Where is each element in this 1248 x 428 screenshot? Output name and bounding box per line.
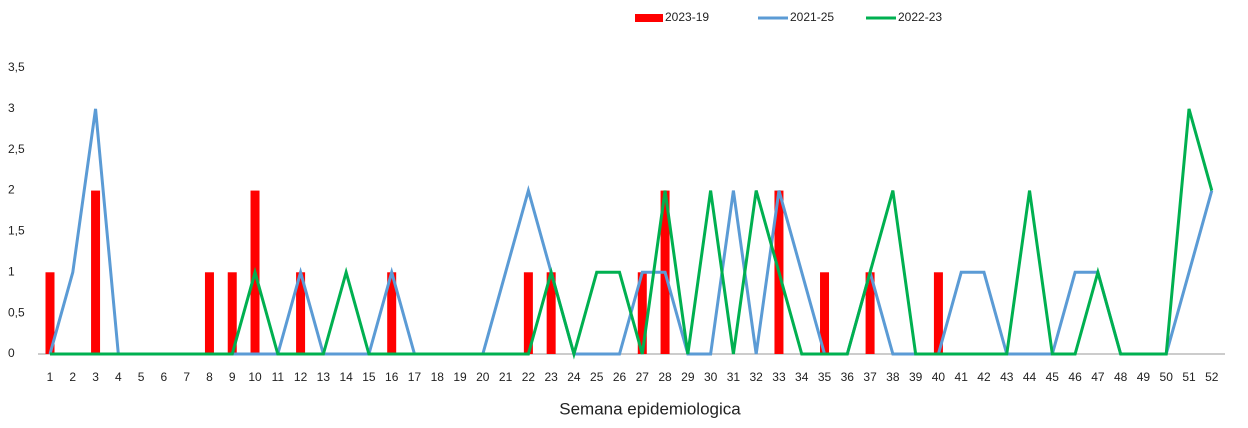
- x-tick-label: 41: [955, 370, 969, 384]
- x-tick-label: 1: [47, 370, 54, 384]
- x-tick-label: 30: [704, 370, 718, 384]
- x-tick-label: 45: [1046, 370, 1060, 384]
- bar: [204, 272, 214, 354]
- x-tick-label: 52: [1205, 370, 1219, 384]
- x-tick-label: 22: [522, 370, 536, 384]
- x-tick-label: 31: [727, 370, 741, 384]
- x-tick-label: 7: [183, 370, 190, 384]
- y-tick-label: 3: [8, 101, 15, 115]
- x-tick-label: 9: [229, 370, 236, 384]
- x-tick-label: 23: [544, 370, 558, 384]
- bar: [933, 272, 943, 354]
- x-tick-label: 8: [206, 370, 213, 384]
- bar: [45, 272, 55, 354]
- x-tick-label: 32: [750, 370, 764, 384]
- bar: [865, 272, 875, 354]
- legend-label: 2023-19: [665, 10, 709, 24]
- x-axis-title: Semana epidemiologica: [559, 399, 741, 418]
- x-tick-label: 24: [567, 370, 581, 384]
- x-tick-label: 39: [909, 370, 923, 384]
- x-tick-label: 38: [886, 370, 900, 384]
- line-series: [50, 108, 1214, 360]
- x-tick-label: 6: [161, 370, 168, 384]
- x-tick-label: 14: [339, 370, 353, 384]
- bar: [296, 272, 306, 354]
- legend-swatch: [635, 14, 663, 22]
- y-tick-label: 1,5: [8, 224, 25, 238]
- x-tick-label: 18: [431, 370, 445, 384]
- x-tick-label: 4: [115, 370, 122, 384]
- y-tick-label: 0: [8, 346, 15, 360]
- x-tick-label: 40: [932, 370, 946, 384]
- legend-label: 2021-25: [790, 10, 834, 24]
- x-tick-label: 26: [613, 370, 627, 384]
- x-tick-label: 12: [294, 370, 308, 384]
- x-tick-label: 28: [658, 370, 672, 384]
- x-tick-label: 27: [636, 370, 650, 384]
- x-tick-label: 43: [1000, 370, 1014, 384]
- x-tick-label: 29: [681, 370, 695, 384]
- y-tick-label: 1: [8, 264, 15, 278]
- x-tick-label: 3: [92, 370, 99, 384]
- bar: [523, 272, 533, 354]
- x-tick-label: 44: [1023, 370, 1037, 384]
- x-tick-label: 51: [1182, 370, 1196, 384]
- x-tick-label: 46: [1068, 370, 1082, 384]
- x-tick-label: 15: [362, 370, 376, 384]
- x-tick-label: 11: [272, 370, 285, 384]
- legend-label: 2022-23: [898, 10, 942, 24]
- x-tick-label: 34: [795, 370, 809, 384]
- x-tick-label: 16: [385, 370, 399, 384]
- x-tick-label: 13: [317, 370, 331, 384]
- bar: [637, 272, 647, 354]
- x-tick-label: 37: [863, 370, 877, 384]
- x-tick-label: 10: [248, 370, 262, 384]
- x-tick-label: 17: [408, 370, 422, 384]
- x-tick-label: 35: [818, 370, 832, 384]
- x-tick-label: 36: [841, 370, 855, 384]
- bar: [91, 190, 101, 354]
- y-tick-label: 2: [8, 183, 15, 197]
- x-tick-label: 21: [499, 370, 513, 384]
- x-tick-label: 48: [1114, 370, 1128, 384]
- bar: [820, 272, 830, 354]
- x-tick-label: 25: [590, 370, 604, 384]
- x-tick-label: 20: [476, 370, 490, 384]
- x-tick-label: 2: [69, 370, 76, 384]
- x-tick-label: 42: [977, 370, 991, 384]
- y-tick-label: 2,5: [8, 142, 25, 156]
- y-tick-label: 0,5: [8, 305, 25, 319]
- x-tick-label: 49: [1137, 370, 1151, 384]
- y-tick-label: 3,5: [8, 60, 25, 74]
- bar: [227, 272, 237, 354]
- x-tick-label: 47: [1091, 370, 1105, 384]
- bar: [546, 272, 556, 354]
- x-tick-label: 50: [1160, 370, 1174, 384]
- x-tick-label: 33: [772, 370, 786, 384]
- bar: [387, 272, 397, 354]
- x-tick-label: 19: [453, 370, 467, 384]
- x-tick-label: 5: [138, 370, 145, 384]
